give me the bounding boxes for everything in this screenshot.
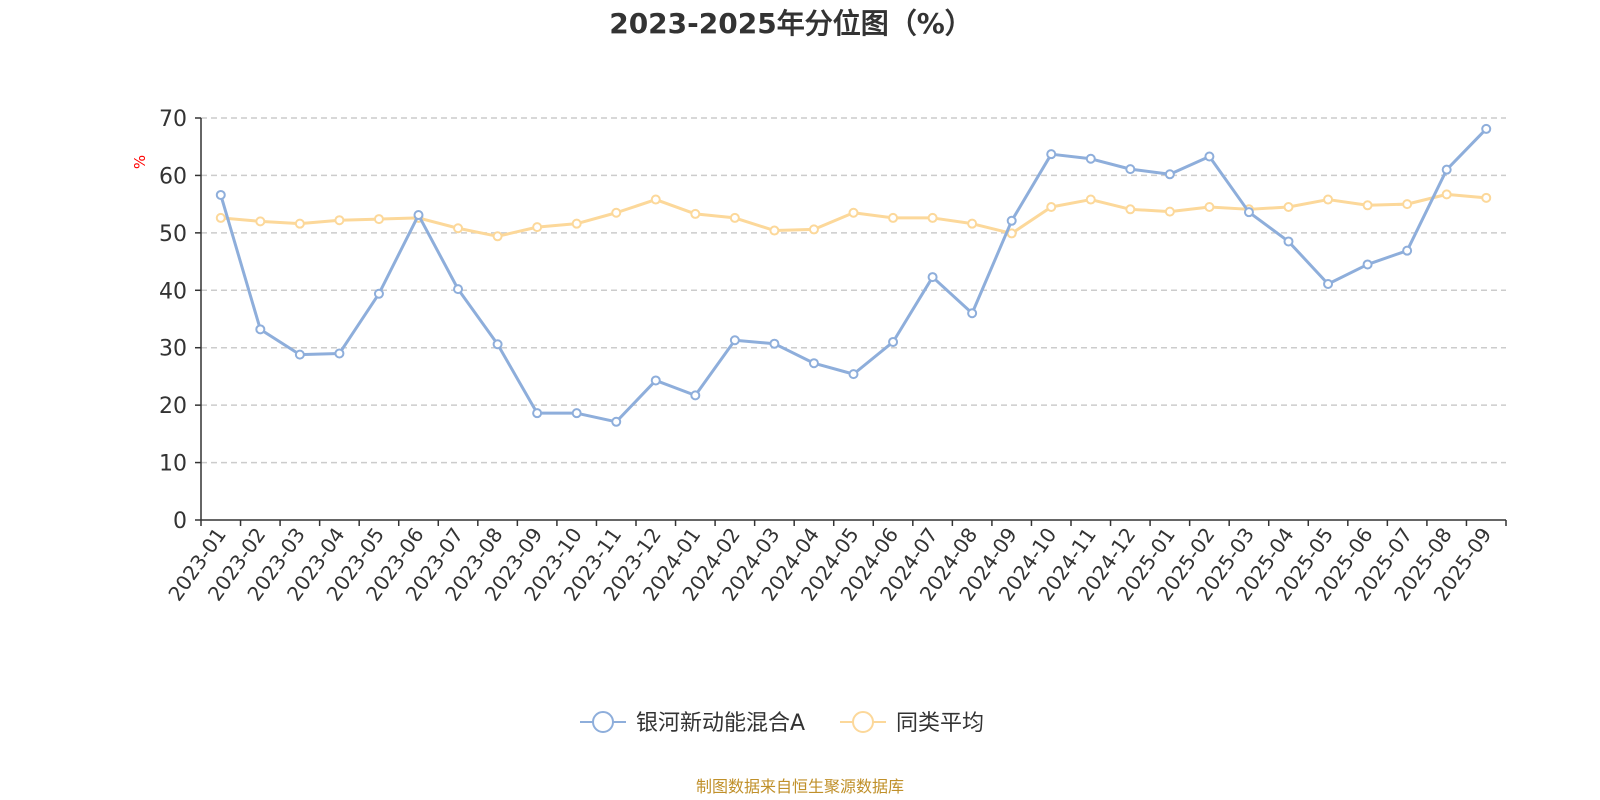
data-point[interactable] — [1323, 194, 1334, 205]
legend-item-0[interactable]: 银河新动能混合A — [580, 711, 805, 736]
data-point[interactable] — [1362, 259, 1373, 270]
data-point[interactable] — [1204, 202, 1215, 213]
data-point[interactable] — [888, 336, 899, 347]
data-point[interactable] — [769, 225, 780, 236]
data-point[interactable] — [571, 408, 582, 419]
legend-label: 同类平均 — [896, 711, 984, 736]
y-tick-labels: 0 10 20 30 40 50 60 70 — [159, 107, 201, 534]
axes — [200, 118, 1506, 521]
source-note: 制图数据来自恒生聚源数据库 — [696, 777, 904, 796]
y-tick-label: 20 — [159, 394, 187, 419]
data-point[interactable] — [1006, 215, 1017, 226]
data-point[interactable] — [1125, 204, 1136, 215]
data-point[interactable] — [650, 375, 661, 386]
data-point[interactable] — [1204, 151, 1215, 162]
x-tick-labels: 2023-012023-022023-032023-042023-052023-… — [163, 520, 1507, 605]
y-tick-label: 60 — [159, 164, 187, 189]
data-point[interactable] — [1125, 164, 1136, 175]
series-0 — [215, 123, 1492, 427]
data-point[interactable] — [848, 207, 859, 218]
data-point[interactable] — [650, 194, 661, 205]
gridlines — [201, 117, 1506, 464]
data-point[interactable] — [1481, 192, 1492, 203]
data-point[interactable] — [1085, 194, 1096, 205]
data-point[interactable] — [373, 288, 384, 299]
y-axis-unit: % — [131, 155, 149, 169]
data-point[interactable] — [690, 208, 701, 219]
data-point[interactable] — [532, 222, 543, 233]
data-point[interactable] — [453, 223, 464, 234]
data-point[interactable] — [888, 212, 899, 223]
data-point[interactable] — [334, 215, 345, 226]
legend-item-1[interactable]: 同类平均 — [840, 711, 984, 736]
data-point[interactable] — [1402, 245, 1413, 256]
legend[interactable]: 银河新动能混合A 同类平均 — [580, 711, 984, 736]
data-point[interactable] — [611, 416, 622, 427]
data-point[interactable] — [334, 348, 345, 359]
data-point[interactable] — [1283, 202, 1294, 213]
data-point[interactable] — [967, 308, 978, 319]
y-tick-label: 70 — [159, 107, 187, 132]
y-tick-label: 10 — [159, 452, 187, 477]
data-point[interactable] — [255, 216, 266, 227]
data-point[interactable] — [769, 338, 780, 349]
data-point[interactable] — [1283, 236, 1294, 247]
legend-marker — [852, 711, 874, 733]
data-point[interactable] — [413, 210, 424, 221]
data-point[interactable] — [1164, 206, 1175, 217]
data-point[interactable] — [1085, 153, 1096, 164]
data-point[interactable] — [1441, 189, 1452, 200]
data-point[interactable] — [215, 189, 226, 200]
data-point[interactable] — [571, 218, 582, 229]
data-point[interactable] — [1441, 164, 1452, 175]
y-tick-label: 0 — [173, 509, 187, 534]
data-point[interactable] — [492, 339, 503, 350]
data-point[interactable] — [215, 212, 226, 223]
data-point[interactable] — [255, 324, 266, 335]
data-point[interactable] — [1164, 169, 1175, 180]
legend-label: 银河新动能混合A — [636, 711, 805, 736]
data-point[interactable] — [729, 335, 740, 346]
data-point[interactable] — [690, 390, 701, 401]
data-point[interactable] — [848, 369, 859, 380]
y-tick-label: 50 — [159, 222, 187, 247]
data-point[interactable] — [927, 272, 938, 283]
data-point[interactable] — [1323, 278, 1334, 289]
y-tick-label: 40 — [159, 279, 187, 304]
y-tick-label: 30 — [159, 337, 187, 362]
data-point[interactable] — [729, 212, 740, 223]
data-point[interactable] — [611, 207, 622, 218]
data-point[interactable] — [1046, 202, 1057, 213]
data-point[interactable] — [1046, 149, 1057, 160]
data-point[interactable] — [492, 231, 503, 242]
legend-marker — [592, 711, 614, 733]
data-point[interactable] — [1402, 199, 1413, 210]
data-point[interactable] — [1243, 207, 1254, 218]
data-point[interactable] — [808, 224, 819, 235]
data-point[interactable] — [808, 358, 819, 369]
data-point[interactable] — [927, 212, 938, 223]
series — [215, 123, 1492, 427]
data-point[interactable] — [1362, 200, 1373, 211]
data-point[interactable] — [373, 214, 384, 225]
data-point[interactable] — [532, 408, 543, 419]
data-point[interactable] — [453, 284, 464, 295]
data-point[interactable] — [294, 218, 305, 229]
chart-title: 2023-2025年分位图（%） — [609, 7, 973, 40]
data-point[interactable] — [1481, 123, 1492, 134]
data-point[interactable] — [294, 349, 305, 360]
data-point[interactable] — [967, 218, 978, 229]
